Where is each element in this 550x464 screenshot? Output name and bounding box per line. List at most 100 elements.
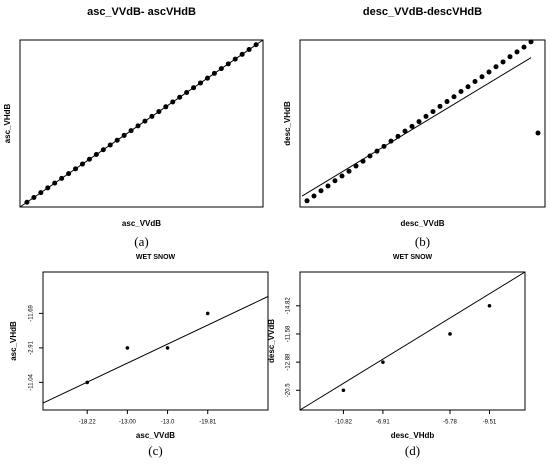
data-point: [367, 153, 373, 159]
y-axis-label: desc_VVdB: [267, 319, 276, 363]
data-point: [177, 94, 183, 100]
data-point: [409, 123, 415, 129]
y-tick-label: -11.58: [286, 325, 292, 342]
data-point: [381, 143, 387, 149]
data-point: [125, 346, 130, 350]
data-point: [86, 156, 92, 162]
data-point: [149, 113, 155, 119]
data-point: [225, 61, 231, 67]
data-point: [402, 128, 408, 134]
data-point: [430, 109, 436, 115]
y-axis-label: desc_VHdB: [283, 101, 292, 146]
x-axis-label: asc_VVdB: [136, 431, 175, 440]
data-point: [448, 332, 452, 336]
data-point: [332, 178, 338, 184]
x-tick-label: -9.51: [483, 420, 497, 426]
data-point: [142, 118, 148, 124]
data-point: [353, 163, 359, 169]
x-tick-label: -6.91: [376, 420, 390, 426]
data-point: [451, 94, 457, 100]
data-point: [107, 142, 113, 148]
x-axis-label: asc_VVdB: [122, 219, 161, 228]
data-point: [232, 56, 238, 62]
data-point: [85, 380, 89, 385]
data-point: [325, 183, 331, 189]
fit-line: [42, 296, 269, 404]
y-tick-label: -11.69: [29, 304, 35, 321]
data-point: [218, 66, 224, 72]
plot-frame: [19, 39, 264, 208]
x-axis-label: desc_VVdB: [400, 219, 444, 228]
data-point: [253, 42, 259, 48]
panel-label: (c): [148, 443, 162, 458]
data-point: [205, 311, 210, 316]
y-axis-label: asc_VHdB: [3, 103, 12, 143]
data-point: [93, 152, 99, 158]
data-point: [66, 171, 72, 177]
data-point: [73, 166, 79, 172]
data-point: [165, 346, 170, 350]
data-point: [79, 161, 85, 167]
data-point: [388, 138, 394, 144]
data-point: [128, 128, 134, 134]
y-tick-label: -14.82: [286, 297, 292, 315]
fit-line: [299, 271, 526, 411]
data-point: [507, 54, 513, 60]
data-point: [170, 99, 176, 105]
data-point: [100, 147, 106, 153]
data-point: [472, 79, 478, 85]
panel-label: (b): [415, 234, 430, 249]
data-point: [381, 360, 385, 364]
data-point: [191, 85, 197, 91]
x-tick-label: -10.82: [335, 420, 353, 426]
data-point: [437, 103, 443, 109]
y-axis-label: asc_VHdB: [9, 321, 18, 361]
data-point: [535, 130, 541, 136]
x-tick-label: -19.81: [199, 420, 217, 426]
data-point: [493, 64, 499, 70]
x-tick-label: -13.00: [119, 420, 137, 426]
plot-frame: [42, 271, 269, 411]
panel-label: (d): [405, 443, 420, 458]
data-point: [38, 190, 44, 196]
fit-line: [301, 57, 532, 197]
data-point: [374, 148, 380, 154]
data-point: [52, 180, 58, 186]
data-point: [246, 47, 252, 53]
data-point: [416, 119, 422, 125]
data-point: [114, 137, 120, 143]
plot-frame: [299, 39, 546, 208]
data-point: [59, 175, 65, 181]
data-point: [395, 133, 401, 139]
chart-title: desc_VVdB-descVHdB: [363, 6, 482, 18]
chart-subtitle: WET SNOW: [393, 254, 433, 261]
data-point: [318, 188, 324, 194]
data-point: [341, 388, 346, 393]
data-point: [486, 69, 492, 75]
data-point: [423, 113, 429, 119]
data-point: [121, 132, 127, 138]
x-axis-label: desc_VHdb: [391, 431, 435, 440]
chart-subtitle: WET SNOW: [136, 254, 176, 261]
y-tick-label: -2.91: [29, 340, 35, 354]
panel-label: (a): [134, 234, 148, 249]
data-point: [163, 104, 169, 110]
data-point: [198, 80, 204, 86]
data-point: [487, 303, 492, 308]
data-point: [339, 173, 345, 179]
data-point: [211, 70, 217, 76]
data-point: [311, 193, 317, 199]
x-tick-label: -5.78: [443, 420, 457, 426]
data-point: [500, 59, 506, 65]
data-point: [479, 74, 485, 80]
data-point: [521, 44, 527, 50]
y-tick-label: -20.5: [286, 383, 292, 397]
plot-frame: [299, 271, 526, 411]
data-point: [444, 99, 450, 105]
data-point: [514, 49, 520, 55]
x-tick-label: -13.0: [161, 420, 175, 426]
data-point: [239, 51, 245, 57]
data-point: [184, 89, 190, 95]
data-point: [135, 123, 141, 129]
